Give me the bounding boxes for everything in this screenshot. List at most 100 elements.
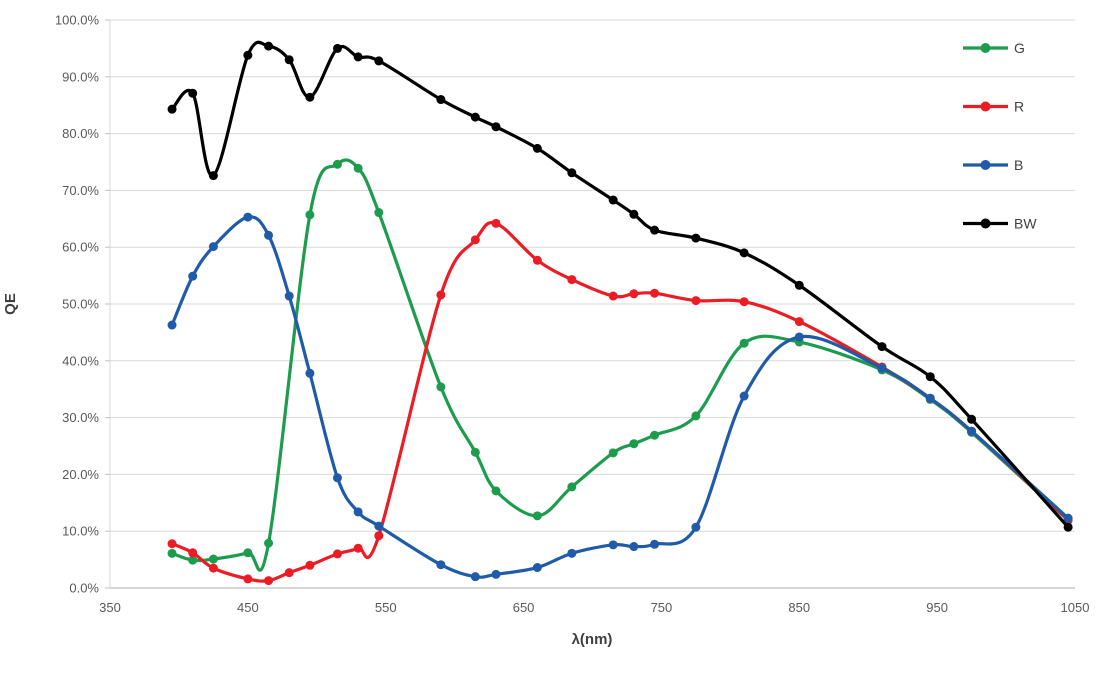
data-point-b xyxy=(208,242,218,252)
y-tick-label: 100.0% xyxy=(55,13,100,28)
data-point-r xyxy=(691,296,701,306)
data-point-g xyxy=(332,159,342,169)
x-tick-label: 850 xyxy=(788,600,810,615)
data-point-g xyxy=(243,548,253,558)
data-point-r xyxy=(567,275,577,285)
x-tick-label: 450 xyxy=(237,600,259,615)
data-point-bw xyxy=(691,233,701,243)
data-point-b xyxy=(305,368,315,378)
data-point-r xyxy=(332,549,342,559)
data-point-r xyxy=(167,539,177,549)
y-tick-label: 70.0% xyxy=(62,183,99,198)
legend-marker xyxy=(980,43,991,53)
data-point-b xyxy=(491,569,501,579)
x-tick-label: 950 xyxy=(926,600,948,615)
data-point-bw xyxy=(608,195,618,205)
legend-item-g: G xyxy=(963,40,1025,56)
x-tick-label: 750 xyxy=(651,600,673,615)
x-tick-label: 1050 xyxy=(1061,600,1090,615)
data-point-bw xyxy=(925,372,935,382)
series-b xyxy=(167,212,1073,582)
data-point-b xyxy=(739,391,749,401)
data-point-bw xyxy=(470,112,480,122)
data-point-r xyxy=(608,291,618,301)
data-point-bw xyxy=(243,50,253,60)
data-point-g xyxy=(691,411,701,421)
series-line-r xyxy=(170,220,1070,583)
y-tick-label: 20.0% xyxy=(62,467,99,482)
y-tick-label: 90.0% xyxy=(62,69,99,84)
legend-label: B xyxy=(1014,157,1023,173)
data-point-bw xyxy=(264,41,274,51)
data-point-bw xyxy=(208,171,218,181)
data-point-b xyxy=(436,560,446,570)
data-point-bw xyxy=(374,56,384,66)
data-point-r xyxy=(532,255,542,265)
legend-label: BW xyxy=(1014,216,1037,232)
y-tick-label: 60.0% xyxy=(62,240,99,255)
data-point-b xyxy=(284,291,294,301)
series-line-bw xyxy=(170,40,1070,529)
data-point-bw xyxy=(629,209,639,219)
data-point-b xyxy=(374,521,384,531)
data-point-g xyxy=(532,511,542,521)
data-point-bw xyxy=(332,43,342,53)
data-point-r xyxy=(739,297,749,307)
data-point-bw xyxy=(567,168,577,178)
data-point-bw xyxy=(284,55,294,65)
y-axis-title: QE xyxy=(2,293,19,315)
data-point-r xyxy=(491,218,501,228)
data-point-r xyxy=(305,560,315,570)
data-point-b xyxy=(925,393,935,403)
x-tick-label: 350 xyxy=(99,600,121,615)
x-axis-title: λ(nm) xyxy=(572,631,613,648)
legend-item-r: R xyxy=(963,99,1024,115)
data-point-g xyxy=(374,208,384,218)
data-point-r xyxy=(436,290,446,300)
data-point-bw xyxy=(436,95,446,105)
series-g xyxy=(167,158,1073,572)
data-point-r xyxy=(353,543,363,553)
legend-item-b: B xyxy=(963,157,1023,173)
data-point-g xyxy=(629,439,639,449)
data-point-r xyxy=(284,568,294,578)
data-point-b xyxy=(167,320,177,330)
y-tick-label: 40.0% xyxy=(62,353,99,368)
data-point-b xyxy=(243,212,253,222)
data-point-b xyxy=(264,230,274,240)
data-point-b xyxy=(353,507,363,517)
data-point-bw xyxy=(353,52,363,62)
y-tick-label: 0.0% xyxy=(69,581,99,596)
data-point-b xyxy=(967,426,977,436)
axes xyxy=(105,19,1075,589)
data-point-g xyxy=(650,430,660,440)
legend-label: G xyxy=(1014,40,1025,56)
legend-item-bw: BW xyxy=(963,216,1037,232)
data-point-r xyxy=(794,317,804,327)
y-tick-label: 50.0% xyxy=(62,297,99,312)
data-point-bw xyxy=(877,342,887,352)
data-point-bw xyxy=(188,88,198,98)
x-axis-tick-labels: 350 450 550 650 750 850 950 1050 xyxy=(99,600,1089,615)
legend: G R B BW xyxy=(963,40,1037,232)
data-point-g xyxy=(305,210,315,220)
data-point-b xyxy=(1063,513,1073,523)
data-point-r xyxy=(264,576,274,586)
legend-marker xyxy=(980,160,991,170)
y-axis-tick-labels: 0.0% 10.0% 20.0% 30.0% 40.0% 50.0% 60.0% 70.0% 8… xyxy=(55,13,100,596)
data-point-bw xyxy=(739,248,749,258)
data-point-r xyxy=(650,288,660,298)
data-point-b xyxy=(470,572,480,582)
data-point-bw xyxy=(650,225,660,235)
legend-label: R xyxy=(1014,99,1024,115)
data-point-g xyxy=(264,538,274,548)
data-point-g xyxy=(188,555,198,565)
data-point-g xyxy=(436,382,446,392)
data-point-r xyxy=(374,531,384,541)
data-point-b xyxy=(332,473,342,483)
y-tick-label: 30.0% xyxy=(62,410,99,425)
data-point-b xyxy=(629,542,639,552)
data-point-g xyxy=(739,338,749,348)
data-point-r xyxy=(188,548,198,558)
